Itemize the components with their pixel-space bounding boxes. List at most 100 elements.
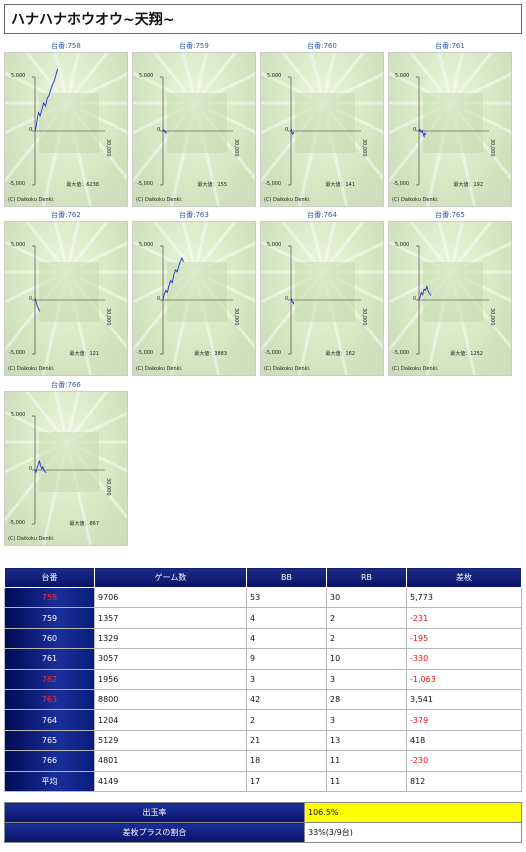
machine-no-cell[interactable]: 765 — [4, 729, 95, 752]
machine-no-cell[interactable]: 766 — [4, 750, 95, 772]
chart-title[interactable]: 台番:766 — [51, 381, 81, 389]
copyright-label: (C) Daikoku Denki. — [8, 536, 55, 542]
chart-cell: 台番:761 5,000 0 -5,000 30,000 最大値：192 (C) Daiko… — [388, 40, 512, 207]
table-row: 764 1204 2 3 -379 — [4, 709, 522, 731]
chart-cell: 台番:762 5,000 0 -5,000 30,000 最大値：121 (C) Daiko… — [4, 209, 128, 376]
background-ray — [193, 222, 237, 273]
chart-svg — [261, 222, 383, 375]
rb-cell: 28 — [326, 688, 407, 711]
stats-table: 台番 ゲーム数 BB RB 差枚 758 9706 53 30 5,773 759 1357… — [4, 567, 522, 792]
background-ray — [321, 53, 365, 104]
chart-title[interactable]: 台番:759 — [179, 42, 209, 50]
chart-title[interactable]: 台番:761 — [435, 42, 465, 50]
background-ray — [449, 53, 464, 104]
background-ray — [65, 222, 109, 273]
background-ray — [281, 53, 325, 104]
header-games: ゲーム数 — [94, 567, 247, 588]
background-ray — [25, 222, 69, 273]
background-ray — [153, 53, 197, 104]
y-tick-label: -5,000 — [9, 520, 26, 526]
games-cell: 9706 — [94, 586, 247, 609]
series-line — [290, 128, 295, 136]
y-tick-label: 5,000 — [395, 73, 410, 79]
chart-title[interactable]: 台番:762 — [51, 211, 81, 219]
x-tick-label: 30,000 — [361, 308, 367, 326]
chart-title[interactable]: 台番:764 — [307, 211, 337, 219]
y-tick-label: 0 — [413, 127, 417, 133]
machine-no-cell[interactable]: 764 — [4, 709, 95, 731]
background-ray — [153, 222, 197, 273]
background-ray — [449, 222, 464, 273]
background-ray — [409, 53, 453, 104]
table-row: 758 9706 53 30 5,773 — [4, 586, 522, 609]
background-ray — [65, 392, 109, 443]
background-block — [39, 93, 99, 153]
machine-no-cell[interactable]: 763 — [4, 688, 95, 711]
chart-title[interactable]: 台番:758 — [51, 42, 81, 50]
background-ray — [54, 222, 69, 273]
background-ray — [281, 222, 325, 273]
page-title-box: ハナハナホウオウ~天翔~ — [4, 4, 522, 34]
machine-no-cell[interactable]: 平均 — [4, 770, 95, 792]
background-ray — [25, 53, 69, 104]
bb-cell: 4 — [246, 627, 327, 650]
chart-panel: 5,000 0 -5,000 30,000 最大値：6238 (C) Daikoku De… — [4, 52, 128, 207]
chart-title[interactable]: 台番:760 — [307, 42, 337, 50]
games-cell: 4149 — [94, 770, 247, 792]
max-value-label: 最大値：867 — [69, 521, 99, 527]
chart-panel: 5,000 0 -5,000 30,000 最大値：3883 (C) Daikoku De… — [132, 221, 256, 376]
payout-label: 出玉率 — [4, 802, 305, 823]
plus-ratio-value: 33%(3/9台) — [304, 822, 522, 843]
chart-cell: 台番:765 5,000 0 -5,000 30,000 最大値：1252 (C) Daik… — [388, 209, 512, 376]
table-row: 762 1956 3 3 -1,063 — [4, 668, 522, 690]
y-tick-label: 5,000 — [11, 242, 26, 248]
max-value-label: 最大値：6238 — [66, 182, 99, 188]
background-ray — [193, 53, 237, 104]
header-rb: RB — [326, 567, 407, 588]
games-cell: 1956 — [94, 668, 247, 690]
games-cell: 8800 — [94, 688, 247, 711]
background-ray — [65, 222, 80, 273]
machine-no-cell[interactable]: 758 — [4, 586, 95, 609]
machine-no-cell[interactable]: 760 — [4, 627, 95, 650]
background-block — [295, 93, 355, 153]
y-tick-label: -5,000 — [137, 350, 154, 356]
stats-header-row: 台番 ゲーム数 BB RB 差枚 — [4, 567, 522, 588]
chart-cell: 台番:760 5,000 0 -5,000 30,000 最大値：141 (C) Daiko… — [260, 40, 384, 207]
diff-cell: -195 — [406, 627, 522, 650]
bb-cell: 53 — [246, 586, 327, 609]
diff-cell: 418 — [406, 729, 522, 752]
y-tick-label: 0 — [157, 296, 161, 302]
machine-no-cell[interactable]: 761 — [4, 648, 95, 670]
payout-value: 106.5% — [304, 802, 522, 823]
background-ray — [310, 53, 325, 104]
games-cell: 3057 — [94, 648, 247, 670]
chart-panel: 5,000 0 -5,000 30,000 最大値：121 (C) Daikoku Den… — [4, 221, 128, 376]
max-value-label: 最大値：1252 — [450, 351, 483, 357]
chart-title[interactable]: 台番:763 — [179, 211, 209, 219]
chart-cell: 台番:759 5,000 0 -5,000 30,000 最大値：155 (C) Daiko… — [132, 40, 256, 207]
diff-cell: 812 — [406, 770, 522, 792]
chart-svg — [389, 53, 511, 206]
chart-panel: 5,000 0 -5,000 30,000 最大値：155 (C) Daikoku Den… — [132, 52, 256, 207]
y-tick-label: 0 — [413, 296, 417, 302]
series-line — [162, 128, 167, 134]
table-row: 759 1357 4 2 -231 — [4, 607, 522, 629]
max-value-label: 最大値：141 — [325, 182, 355, 188]
y-tick-label: -5,000 — [393, 181, 410, 187]
chart-title[interactable]: 台番:765 — [435, 211, 465, 219]
machine-no-cell[interactable]: 762 — [4, 668, 95, 690]
bb-cell: 17 — [246, 770, 327, 792]
rb-cell: 30 — [326, 586, 407, 609]
y-tick-label: 0 — [157, 127, 161, 133]
background-ray — [449, 53, 493, 104]
machine-no-cell[interactable]: 759 — [4, 607, 95, 629]
background-ray — [65, 53, 80, 104]
copyright-label: (C) Daikoku Denki. — [392, 197, 439, 203]
y-tick-label: -5,000 — [265, 350, 282, 356]
copyright-label: (C) Daikoku Denki. — [8, 197, 55, 203]
table-row: 766 4801 18 11 -230 — [4, 750, 522, 772]
background-ray — [321, 53, 336, 104]
background-ray — [409, 222, 453, 273]
chart-svg — [5, 392, 127, 545]
